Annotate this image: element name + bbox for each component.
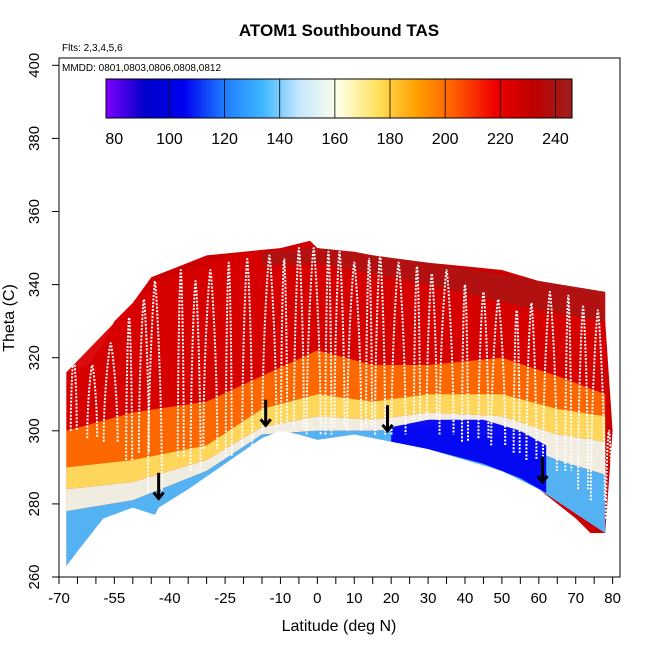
tas-band [66,394,606,490]
x-tick-label: 80 [604,590,621,607]
y-tick-label: 400 [26,53,43,78]
y-axis-label: Theta (C) [1,284,18,352]
flight-profile [202,268,219,450]
x-tick-label: 40 [457,590,474,607]
below-field-mask [66,430,606,577]
flight-profile [305,247,322,435]
x-tick-label: 30 [420,590,437,607]
y-tick-label: 380 [26,126,43,151]
colorbar-tick-label: 240 [542,131,569,148]
x-tick-label: 0 [313,590,321,607]
colorbar-tick-label: 160 [322,131,349,148]
plot-frame [58,57,621,578]
x-axis: -70 -55 -40 -25 -10 0 10 20 30 40 50 60 70 80 [48,577,621,607]
x-tick-label: -25 [214,590,236,607]
x-tick-label: -10 [270,590,292,607]
x-tick-label: -40 [159,590,181,607]
flight-profile [224,261,233,457]
dates-note: MMDD: 0801,0803,0806,0808,0812 [62,63,221,74]
y-tick-label: 340 [26,272,43,297]
y-tick-label: 280 [26,491,43,516]
y-tick-label: 260 [26,564,43,589]
x-tick-label: 20 [383,590,400,607]
colorbar-tick-label: 140 [266,131,293,148]
x-tick-label: -70 [48,590,70,607]
flight-profile [512,309,521,453]
flight-profile [374,254,387,435]
flight-profile [541,290,558,472]
flight-profile [189,279,202,472]
flight-profile [365,258,374,428]
flight-profile [146,279,163,493]
flight-profile [333,250,346,428]
colorbar-tick-label: 180 [377,131,404,148]
y-axis: 260 280 300 320 340 360 380 400 [26,53,59,590]
flight-profile [137,298,150,453]
flights-note: Flts: 2,3,4,5,6 [62,43,123,54]
x-tick-label: 10 [346,590,363,607]
colorbar-tick-label: 100 [156,131,183,148]
marker-arrow [381,405,394,434]
y-tick-label: 300 [26,418,43,443]
chart-title: ATOM1 Southbound TAS [239,21,439,40]
x-tick-label: -55 [104,590,126,607]
plot-area [66,240,613,577]
flight-profile [324,250,333,435]
marker-arrow [536,456,549,485]
flight-profile [241,258,254,446]
colorbar-tick-label: 220 [487,131,514,148]
flight-profile [346,261,363,431]
tas-band [66,412,606,512]
flight-profile [564,294,573,472]
colorbar-gradient [105,78,573,119]
x-tick-label: 60 [530,590,547,607]
y-tick-label: 360 [26,199,43,224]
flight-profile [413,265,422,420]
tas-band [391,419,547,493]
flight-profile [280,258,289,424]
colorbar-tick-label: 200 [432,131,459,148]
marker-arrow [259,399,272,428]
flight-profile [477,290,490,439]
flight-profile [176,268,185,457]
flight-profile [261,254,278,431]
flight-profile [292,247,305,428]
flight-profile [438,268,455,435]
x-axis-label: Latitude (deg N) [282,618,397,635]
flight-profile [490,298,507,446]
marker-arrow [152,472,165,501]
flight-profile [425,272,438,420]
flight-profile [102,342,119,442]
x-tick-label: 50 [494,590,511,607]
colorbar-tick-label: 120 [211,131,238,148]
flight-profile [604,429,613,519]
flight-profile [589,309,606,501]
flight-profile [390,261,407,435]
y-tick-label: 320 [26,345,43,370]
x-tick-label: 70 [567,590,584,607]
flight-profile [125,316,134,461]
colorbar-tick-label: 80 [105,131,123,148]
flight-profile [577,305,590,490]
colorbar: 80 100 120 140 160 180 200 220 240 [105,78,573,148]
